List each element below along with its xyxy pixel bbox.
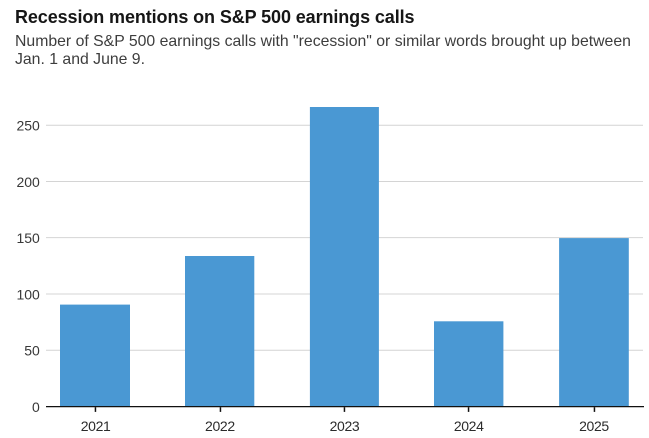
svg-text:0: 0 [32, 399, 40, 415]
svg-text:150: 150 [16, 230, 40, 246]
svg-text:2025: 2025 [579, 418, 609, 434]
svg-text:2023: 2023 [330, 418, 360, 434]
svg-text:250: 250 [16, 118, 40, 134]
svg-text:2021: 2021 [81, 418, 111, 434]
svg-text:2024: 2024 [454, 418, 484, 434]
svg-text:100: 100 [16, 286, 40, 302]
svg-text:2022: 2022 [205, 418, 235, 434]
svg-text:50: 50 [24, 343, 40, 359]
svg-text:200: 200 [16, 174, 40, 190]
